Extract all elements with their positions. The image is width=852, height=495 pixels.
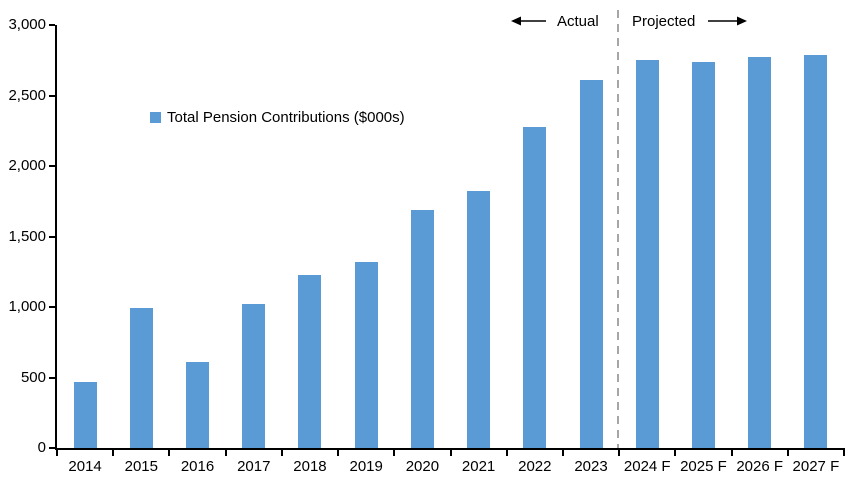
- projected-section-label: Projected: [632, 13, 696, 30]
- actual-projected-divider-line: [617, 10, 619, 448]
- y-axis-tick: [49, 94, 55, 97]
- bar-2014: [73, 381, 97, 448]
- x-axis-tick: [618, 450, 621, 456]
- legend-series-label: Total Pension Contributions ($000s): [167, 109, 405, 126]
- x-axis-label: 2020: [405, 458, 440, 475]
- bar-2023: [579, 80, 603, 448]
- x-axis-tick: [505, 450, 508, 456]
- x-axis-label: 2017: [237, 458, 271, 475]
- x-axis-label: 2019: [349, 458, 383, 475]
- y-axis-label: 2,500: [8, 86, 46, 104]
- x-axis-tick: [786, 450, 789, 456]
- bar-2026-f: [748, 57, 772, 448]
- y-axis-label: 1,500: [8, 227, 46, 245]
- bar-2018: [298, 274, 322, 448]
- x-axis-label: 2022: [518, 458, 552, 475]
- bar-2015: [129, 308, 153, 448]
- right-arrow-icon: [708, 16, 747, 26]
- actual-section-label: Actual: [557, 13, 599, 30]
- bar-2019: [354, 261, 378, 448]
- x-axis-label: 2027 F: [792, 458, 840, 475]
- chart-legend: Total Pension Contributions ($000s): [150, 109, 405, 126]
- x-axis-label: 2024 F: [623, 458, 671, 475]
- x-axis-tick: [561, 450, 564, 456]
- bar-2021: [467, 191, 491, 448]
- y-axis-label: 2,000: [8, 157, 46, 174]
- y-axis-tick: [49, 24, 55, 26]
- y-axis-label: 500: [20, 368, 46, 386]
- x-axis-tick: [112, 450, 115, 456]
- x-axis-tick: [168, 450, 171, 456]
- y-axis-label: 1,000: [8, 298, 46, 315]
- x-axis-tick: [280, 450, 283, 456]
- x-axis-tick: [674, 450, 677, 456]
- bar-2017: [242, 304, 266, 448]
- left-arrow-icon: [511, 16, 546, 26]
- x-axis-label: 2015: [124, 458, 158, 475]
- x-axis-tick: [337, 450, 340, 456]
- x-axis-tick: [449, 450, 452, 456]
- legend-square-icon: [150, 112, 161, 123]
- plot-area: [57, 25, 844, 448]
- y-axis-tick: [49, 376, 55, 379]
- x-axis-label: 2014: [68, 458, 102, 475]
- x-axis-label: 2018: [293, 458, 327, 475]
- bar-2025-f: [691, 61, 715, 448]
- x-axis-label: 2021: [461, 458, 496, 475]
- x-axis-label: 2016: [180, 458, 215, 475]
- y-axis-tick: [49, 306, 55, 308]
- bar-2020: [410, 209, 434, 448]
- y-axis-tick: [49, 165, 55, 167]
- y-axis-tick: [49, 447, 55, 449]
- x-axis-tick: [843, 450, 845, 456]
- x-axis-tick: [393, 450, 396, 456]
- x-axis-label: 2026 F: [736, 458, 784, 475]
- x-axis-label: 2023: [574, 458, 608, 475]
- x-axis-tick: [56, 450, 58, 456]
- y-axis-label: 0: [37, 439, 46, 456]
- bar-2016: [186, 362, 210, 448]
- x-axis-label: 2025 F: [680, 458, 727, 475]
- x-axis-tick: [224, 450, 227, 456]
- x-axis-line: [55, 448, 845, 450]
- y-axis-tick: [49, 235, 55, 238]
- x-axis-tick: [730, 450, 733, 456]
- bar-2022: [523, 126, 547, 448]
- y-axis-line: [55, 25, 57, 450]
- bar-2024-f: [635, 60, 659, 448]
- y-axis-label: 3,000: [8, 16, 46, 33]
- bar-2027-f: [804, 54, 828, 448]
